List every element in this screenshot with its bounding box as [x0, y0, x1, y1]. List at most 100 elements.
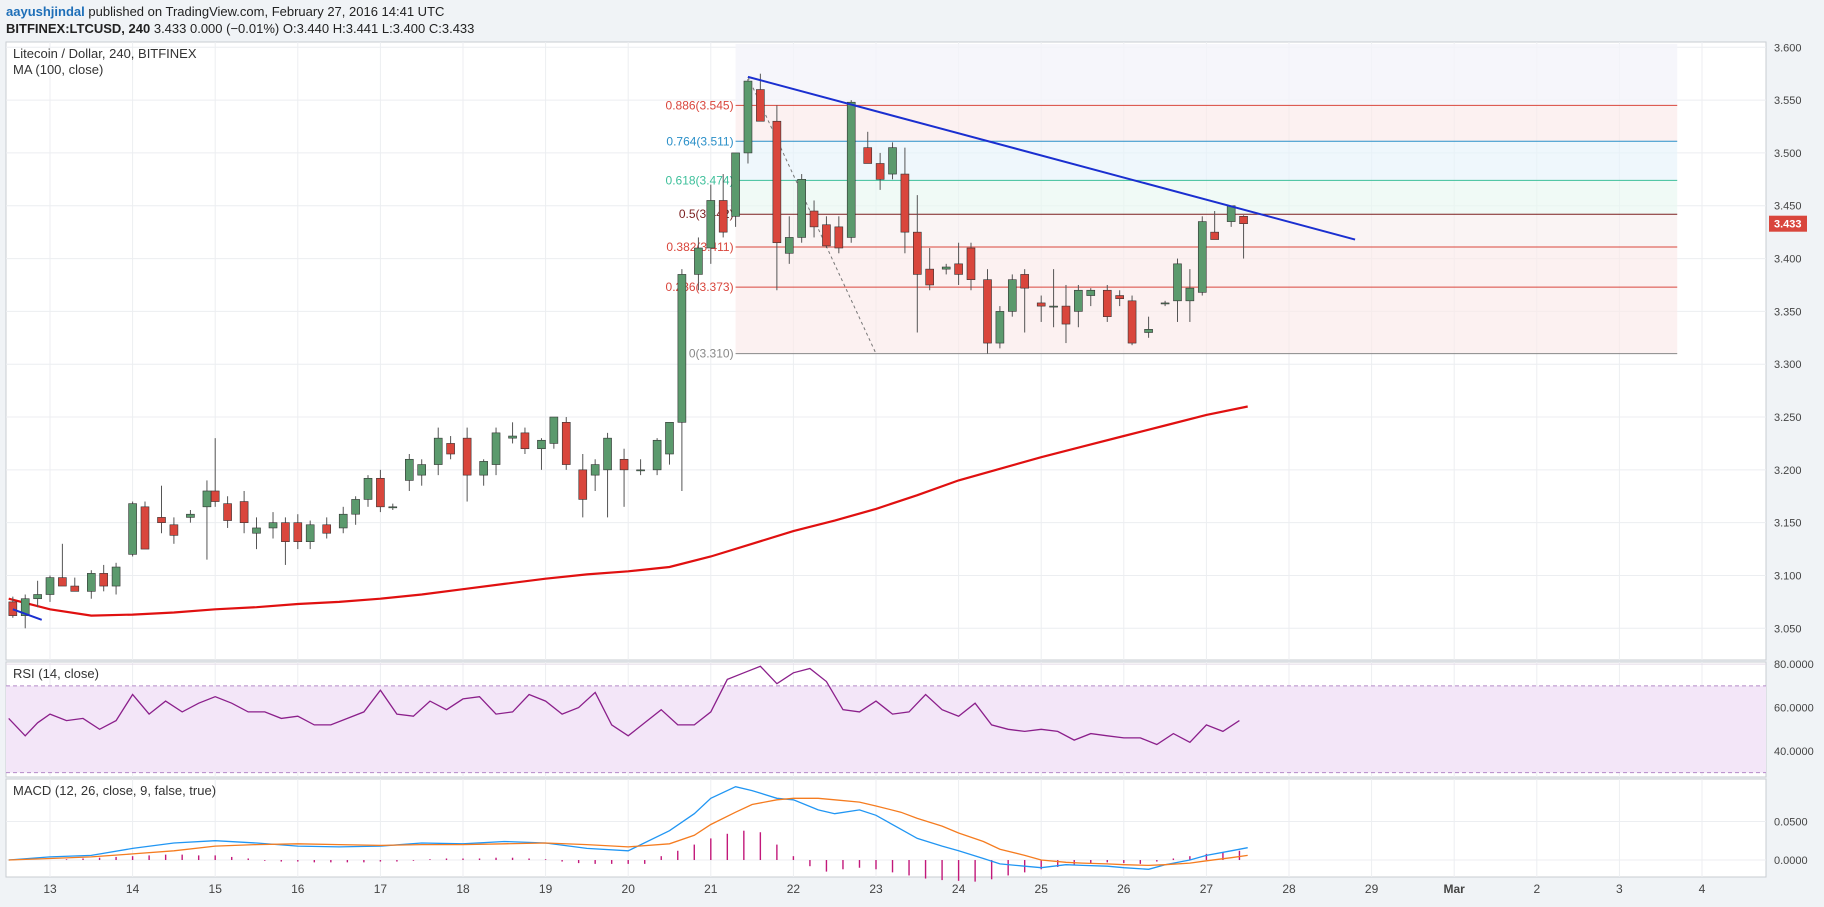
- candle: [520, 427, 530, 454]
- candle: [338, 506, 348, 534]
- price-tick-label: 3.600: [1774, 42, 1802, 54]
- candle-body: [549, 416, 559, 444]
- last-price-badge: [1769, 215, 1807, 232]
- macd-tick-label: 0.0000: [1774, 855, 1808, 867]
- candle-body: [1049, 305, 1058, 308]
- symbol-label: BITFINEX:LTCUSD, 240: [6, 21, 151, 36]
- price-tick-label: 3.300: [1774, 359, 1802, 371]
- fib-zone: [735, 180, 1678, 215]
- candle: [20, 594, 30, 629]
- candle: [462, 427, 472, 502]
- candle: [405, 454, 414, 491]
- candle: [99, 564, 108, 592]
- candle: [1173, 258, 1182, 322]
- publication-line: aayushjindal published on TradingView.co…: [6, 4, 444, 19]
- candle: [1074, 284, 1083, 328]
- trendline: [12, 608, 43, 621]
- quote-values: 3.433 0.000 (−0.01%) O:3.440 H:3.441 L:3…: [153, 21, 475, 36]
- candle: [433, 427, 443, 476]
- fib-zone: [735, 105, 1678, 142]
- candle: [1197, 216, 1207, 296]
- candle: [846, 100, 856, 243]
- candle: [111, 562, 121, 595]
- candle: [834, 216, 844, 254]
- candle-body: [1173, 263, 1182, 302]
- time-tick-label: 2: [1533, 882, 1540, 896]
- candle: [995, 306, 1005, 349]
- candle: [1115, 290, 1124, 307]
- chart-area[interactable]: 3.600 3.550 3.500 3.450 3.400 3.350 3.300 3.250…: [0, 38, 1824, 907]
- candle: [784, 216, 794, 264]
- fib-level-label: 0(3.310): [689, 347, 734, 361]
- candle: [87, 570, 96, 599]
- candle-body: [1036, 302, 1046, 307]
- rsi-tick-label: 60.0000: [1774, 703, 1814, 715]
- candle: [1160, 300, 1170, 307]
- candle: [652, 438, 662, 476]
- rsi-tick-label: 40.0000: [1774, 746, 1814, 758]
- candle: [1210, 211, 1219, 240]
- candle: [706, 184, 716, 264]
- candle-body: [1197, 221, 1207, 293]
- candle-body: [87, 573, 96, 592]
- candle-body: [925, 268, 934, 286]
- candle: [1127, 295, 1137, 346]
- candle-body: [1115, 295, 1124, 300]
- candle: [665, 422, 674, 465]
- candle: [351, 496, 360, 525]
- rsi-title: RSI (14, close): [13, 666, 99, 681]
- signal-line: [8, 797, 1248, 867]
- candle-body: [603, 437, 612, 471]
- candle: [809, 200, 819, 238]
- price-tick-label: 3.500: [1774, 148, 1802, 160]
- candle-body: [797, 179, 806, 238]
- candle: [479, 459, 488, 486]
- candle-body: [169, 524, 179, 536]
- candle: [1007, 274, 1017, 317]
- candle-body: [718, 200, 728, 233]
- candle-body: [809, 210, 819, 228]
- candle-body: [1210, 231, 1219, 240]
- candle-body: [983, 279, 992, 344]
- candle-body: [338, 513, 348, 529]
- candle: [677, 269, 687, 491]
- candle: [966, 242, 976, 291]
- candle-body: [1020, 274, 1029, 289]
- candle: [900, 147, 910, 254]
- candle: [508, 422, 517, 444]
- candle-body: [140, 506, 150, 550]
- time-tick-label: 13: [43, 882, 57, 896]
- time-tick-label: 24: [952, 882, 966, 896]
- candle-body: [743, 80, 753, 154]
- candle: [58, 543, 67, 587]
- candle-body: [20, 598, 30, 616]
- candle-body: [293, 522, 303, 542]
- macd-line: [8, 786, 1248, 870]
- time-tick-label: 27: [1200, 882, 1214, 896]
- time-tick-label: Mar: [1444, 882, 1466, 896]
- candle: [863, 131, 873, 164]
- publication-header: aayushjindal published on TradingView.co…: [0, 0, 1824, 40]
- candle: [772, 105, 782, 291]
- candle: [718, 174, 728, 238]
- candle-body: [863, 147, 873, 164]
- time-tick-label: 25: [1035, 882, 1049, 896]
- author-link[interactable]: aayushjindal: [6, 4, 85, 19]
- candle: [33, 580, 42, 608]
- price-tick-label: 3.200: [1774, 465, 1802, 477]
- candle-body: [111, 566, 121, 587]
- candle: [743, 78, 753, 164]
- candle: [186, 509, 195, 523]
- time-tick-label: 21: [704, 882, 718, 896]
- candle-body: [619, 458, 629, 471]
- candle-body: [954, 263, 963, 275]
- fib-retracement: 0.886(3.545)0.764(3.511)0.618(3.474)0.5(…: [666, 44, 1678, 361]
- candle-body: [405, 458, 414, 481]
- candle-body: [1160, 302, 1170, 305]
- candle: [912, 195, 922, 333]
- price-tick-label: 3.100: [1774, 570, 1802, 582]
- candle-body: [995, 311, 1005, 344]
- time-tick-label: 23: [869, 882, 883, 896]
- candle-body: [351, 499, 360, 515]
- rsi-line: [8, 665, 1240, 746]
